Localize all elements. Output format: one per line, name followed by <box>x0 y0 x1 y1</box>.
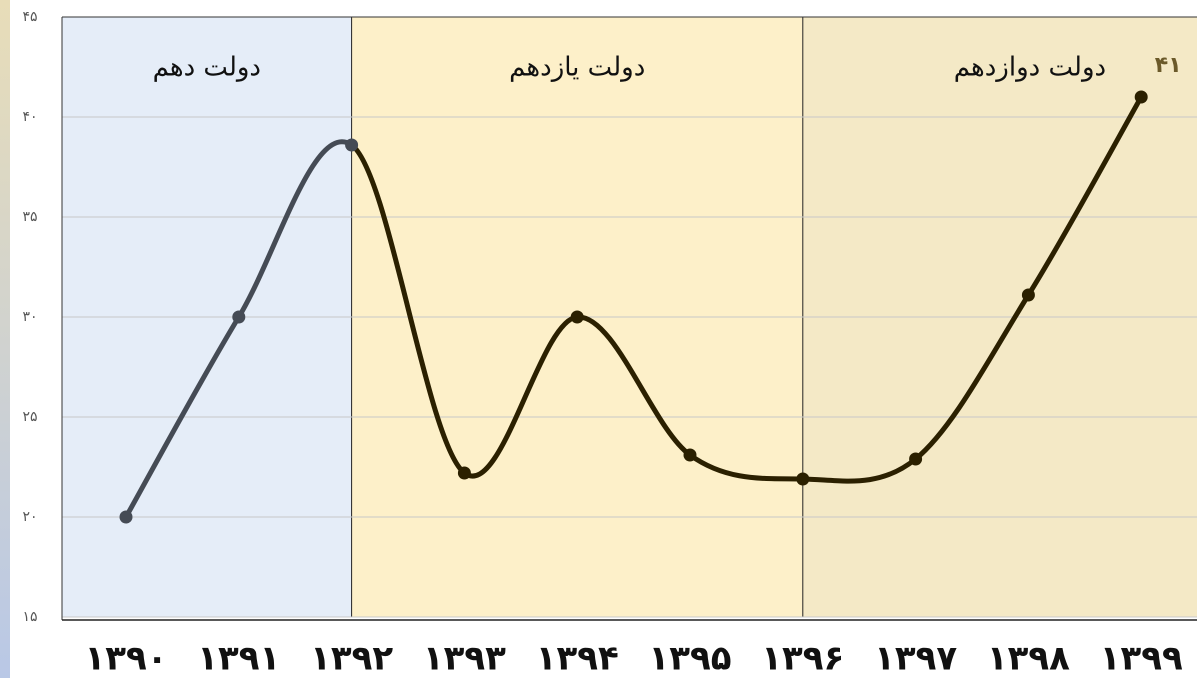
x-tick-label: ۱۳۹۳ <box>423 639 506 678</box>
point <box>570 310 584 324</box>
point <box>1134 90 1148 104</box>
y-tick-label: ۲۰ <box>22 509 37 525</box>
data-label: ۴۱ <box>1155 53 1182 78</box>
y-tick-label: ۳۵ <box>22 209 37 225</box>
line <box>802 95 1144 484</box>
x-tick-label: ۱۳۹۴ <box>536 639 619 678</box>
point <box>909 452 923 466</box>
point <box>345 138 359 152</box>
point <box>232 310 246 324</box>
grid: ۱۵ ۲۰ ۲۵ ۳۰ ۳۵ ۴۰ ۴۵ <box>22 9 1197 625</box>
line <box>349 142 803 482</box>
x-tick-label: ۱۳۹۵ <box>648 639 731 678</box>
y-tick-label: ۴۵ <box>22 9 37 25</box>
y-tick-label: ۴۰ <box>22 109 37 125</box>
plot: ۱۳۹۰ ۱۳۹۱ ۱۳۹۲ ۱۳۹۳ ۱۳۹۴ ۱۳۹۵ ۱۳۹۶ ۱۳۹۷ ۱۳۹۸ ۱۳۹۹… <box>84 53 1182 678</box>
point <box>119 510 133 524</box>
region-label: دولت یازدهم <box>509 53 645 83</box>
x-tick-label: ۱۳۹۹ <box>1100 639 1183 678</box>
point <box>457 466 471 480</box>
region-label: دولت دهم <box>153 53 261 83</box>
y-tick-label: ۱۵ <box>22 609 37 625</box>
y-tick-label: ۲۵ <box>22 409 37 425</box>
side-strip <box>0 0 10 678</box>
y-tick-label: ۳۰ <box>22 309 37 325</box>
x-tick-label: ۱۳۹۶ <box>761 639 844 678</box>
x-tick-label: ۱۳۹۰ <box>84 639 167 678</box>
x-tick-label: ۱۳۹۷ <box>874 639 957 678</box>
point <box>683 448 697 462</box>
point <box>1021 288 1035 302</box>
point <box>796 472 810 486</box>
x-tick-label: ۱۳۹۲ <box>310 639 393 678</box>
x-tick-label: ۱۳۹۸ <box>987 639 1070 678</box>
region-label: دولت دوازدهم <box>954 53 1106 83</box>
x-tick-label: ۱۳۹۱ <box>197 639 280 678</box>
